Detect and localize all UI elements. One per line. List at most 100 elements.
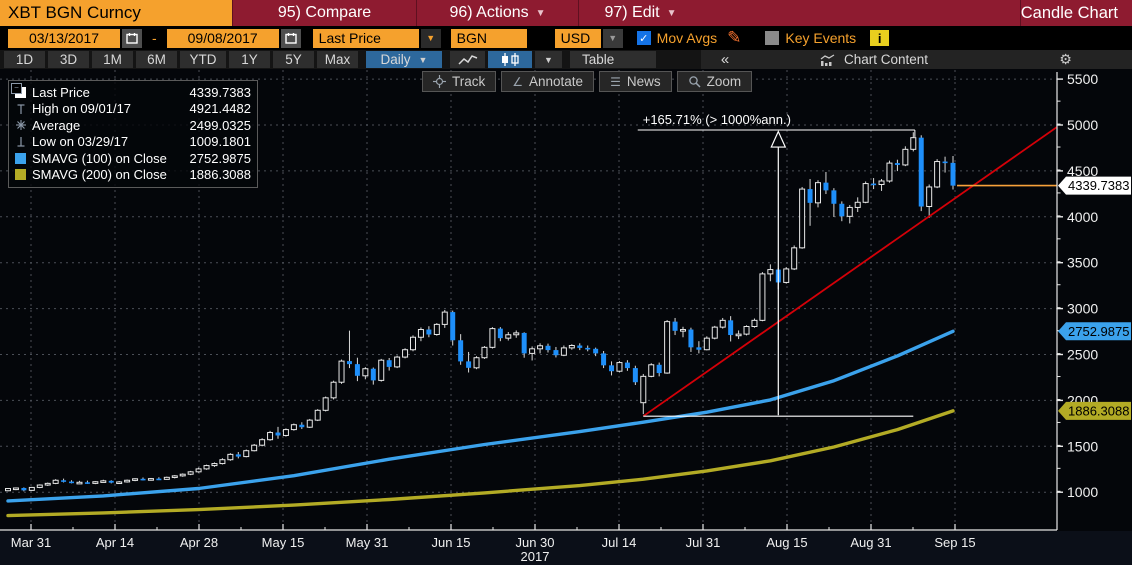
range-tab-5y[interactable]: 5Y — [273, 51, 314, 68]
field-select-arrow[interactable]: ▼ — [420, 28, 441, 48]
source-select[interactable]: BGN — [450, 28, 527, 48]
svg-text:May 15: May 15 — [262, 535, 305, 550]
axis-strip — [0, 531, 1132, 565]
svg-text:2500: 2500 — [1067, 347, 1098, 363]
svg-text:May 31: May 31 — [346, 535, 389, 550]
line-chart-type-button[interactable] — [450, 51, 485, 68]
chart-content-button[interactable]: Chart Content — [749, 50, 999, 69]
candle-chart-type-button[interactable] — [488, 51, 532, 68]
range-tab-3d[interactable]: 3D — [48, 51, 89, 68]
menu-actions-label: 96) Actions — [449, 4, 529, 21]
legend-value: 2499.0325 — [189, 117, 251, 133]
price-tags: 1886.3088 2752.9875 4339.7383 — [1058, 176, 1131, 420]
collapse-panel-button[interactable]: « — [701, 50, 749, 69]
legend-row-last-price: Last Price 4339.7383 — [13, 84, 251, 101]
range-tab-1y[interactable]: 1Y — [229, 51, 270, 68]
legend-value: 1886.3088 — [189, 167, 251, 183]
mov-avgs-checkbox[interactable]: ✓ — [636, 31, 651, 45]
period-select[interactable]: Daily ▼ — [366, 51, 442, 68]
sma100-line — [6, 329, 955, 503]
svg-text:1000: 1000 — [1067, 484, 1098, 500]
legend-row-high: High on 09/01/17 4921.4482 — [13, 101, 251, 118]
range-tab-6m[interactable]: 6M — [136, 51, 177, 68]
date-from-field[interactable]: 03/13/2017 — [8, 28, 120, 48]
high-marker-icon — [13, 103, 28, 115]
menu-compare[interactable]: 95) Compare — [232, 0, 416, 26]
chevron-down-icon: ▼ — [535, 7, 546, 19]
currency-select[interactable]: USD — [554, 28, 601, 48]
range-tab-max[interactable]: Max — [317, 51, 358, 68]
svg-text:Sep 15: Sep 15 — [934, 535, 975, 550]
legend-label: Last Price — [32, 84, 90, 100]
x-axis-labels: Mar 31 Apr 14 Apr 28 May 15 May 31 Jun 15 Jun … — [11, 524, 976, 564]
svg-text:1886.3088: 1886.3088 — [1068, 403, 1129, 418]
line-chart-icon — [457, 54, 477, 65]
svg-text:4500: 4500 — [1067, 163, 1098, 179]
svg-text:5500: 5500 — [1067, 71, 1098, 87]
date-to-field[interactable]: 09/08/2017 — [166, 28, 279, 48]
table-button[interactable]: Table — [570, 51, 656, 68]
period-label: Daily — [380, 52, 411, 67]
menu-edit[interactable]: 97) Edit ▼ — [578, 0, 702, 26]
pencil-icon[interactable]: ✎ — [727, 28, 742, 47]
range-tab-ytd[interactable]: YTD — [180, 51, 226, 68]
svg-text:3500: 3500 — [1067, 255, 1098, 271]
chevron-down-icon: ▼ — [544, 54, 553, 65]
track-button[interactable]: Track — [422, 71, 497, 92]
title-bar: XBT BGN Curncy 95) Compare 96) Actions ▼… — [0, 0, 1132, 26]
trend-line — [642, 126, 1058, 417]
calendar-icon[interactable] — [280, 28, 301, 48]
key-events-checkbox[interactable] — [765, 31, 780, 45]
svg-text:2017: 2017 — [521, 549, 550, 564]
menu-actions[interactable]: 96) Actions ▼ — [416, 0, 578, 26]
info-icon[interactable]: i — [870, 30, 890, 46]
calendar-icon[interactable] — [122, 28, 142, 48]
date-range-separator: - — [152, 30, 157, 46]
range-tab-1m[interactable]: 1M — [92, 51, 133, 68]
svg-text:+165.71% (> 1000%ann.): +165.71% (> 1000%ann.) — [643, 112, 791, 127]
settings-gear-button[interactable]: ⚙ — [999, 50, 1132, 69]
annotate-label: Annotate — [529, 74, 584, 89]
key-events-label: Key Events — [785, 30, 857, 46]
news-button[interactable]: ☰ News — [599, 71, 672, 92]
chevron-down-icon: ▼ — [666, 7, 677, 19]
chart-toolbar: 1D 3D 1M 6M YTD 1Y 5Y Max Daily ▼ ▼ Tabl… — [0, 50, 1132, 69]
legend-row-sma100: SMAVG (100) on Close 2752.9875 — [13, 150, 251, 167]
menu-edit-label: 97) Edit — [604, 4, 660, 21]
chevron-down-icon: ▼ — [608, 33, 618, 43]
legend-value: 4921.4482 — [189, 101, 251, 117]
legend-value: 1009.1801 — [189, 134, 251, 150]
annotate-button[interactable]: ∠ Annotate — [501, 71, 595, 92]
legend-label: SMAVG (200) on Close — [32, 167, 167, 183]
chart-legend: − Last Price 4339.7383 High on 09/01/17 … — [8, 80, 258, 188]
svg-text:4339.7383: 4339.7383 — [1068, 178, 1129, 193]
svg-text:1500: 1500 — [1067, 438, 1098, 454]
chart-content-label: Chart Content — [843, 52, 929, 67]
legend-label: SMAVG (100) on Close — [32, 150, 167, 166]
chart-content-icon — [820, 53, 835, 66]
legend-value: 4339.7383 — [189, 84, 251, 100]
zoom-button[interactable]: Zoom — [676, 71, 753, 92]
svg-text:Apr 14: Apr 14 — [96, 535, 134, 550]
plot-tools: Track ∠ Annotate ☰ News Zoom — [422, 71, 753, 92]
chart-type-dropdown[interactable]: ▼ — [535, 51, 562, 68]
candles-layer — [5, 132, 956, 492]
legend-collapse-icon[interactable]: − — [11, 83, 22, 94]
svg-text:4000: 4000 — [1067, 209, 1098, 225]
news-label: News — [626, 74, 661, 89]
chevron-down-icon: ▼ — [418, 54, 428, 65]
field-select[interactable]: Last Price — [312, 28, 419, 48]
legend-value: 2752.9875 — [189, 150, 251, 166]
mov-avgs-label: Mov Avgs — [656, 30, 718, 46]
legend-label: High on 09/01/17 — [32, 101, 132, 117]
sma200-swatch — [13, 169, 28, 181]
sma100-swatch — [13, 152, 28, 164]
average-marker-icon — [13, 119, 28, 131]
security-ticker[interactable]: XBT BGN Curncy — [0, 0, 232, 26]
range-tab-1d[interactable]: 1D — [4, 51, 45, 68]
annotate-icon: ∠ — [512, 74, 524, 89]
currency-select-arrow[interactable]: ▼ — [602, 28, 623, 48]
